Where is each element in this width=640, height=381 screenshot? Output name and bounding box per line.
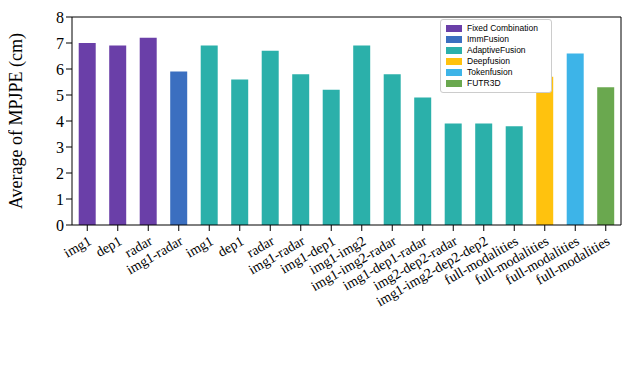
svg-text:img2-dep2-radar: img2-dep2-radar <box>370 233 460 294</box>
svg-text:Average of MPJPE (cm): Average of MPJPE (cm) <box>8 33 27 209</box>
svg-text:img1-img2-radar: img1-img2-radar <box>308 233 399 295</box>
svg-text:img1-dep1: img1-dep1 <box>277 233 338 277</box>
svg-text:dep1: dep1 <box>215 233 246 260</box>
svg-text:4: 4 <box>56 113 64 130</box>
svg-text:6: 6 <box>56 61 64 78</box>
svg-text:full-modalities: full-modalities <box>441 233 521 288</box>
svg-text:img1-radar: img1-radar <box>245 233 308 278</box>
svg-text:img1-dep1-radar: img1-dep1-radar <box>340 233 430 294</box>
svg-text:radar: radar <box>244 233 277 261</box>
svg-text:0: 0 <box>56 217 64 234</box>
html-text:AdaptiveFusion: AdaptiveFusion <box>467 45 526 55</box>
svg-text:5: 5 <box>56 87 64 104</box>
html-text:FUTR3D: FUTR3D <box>467 78 501 88</box>
svg-text:1: 1 <box>56 191 64 208</box>
svg-text:img1: img1 <box>183 233 215 260</box>
svg-text:7: 7 <box>56 35 64 52</box>
html-text:Tokenfusion: Tokenfusion <box>467 67 513 77</box>
svg-text:full-modalities: full-modalities <box>533 233 612 287</box>
svg-text:img1-img2: img1-img2 <box>306 233 369 278</box>
svg-text:img1-img2-dep2-dep2: img1-img2-dep2-dep2 <box>373 233 491 310</box>
svg-text:img1-radar: img1-radar <box>124 233 186 277</box>
svg-text:8: 8 <box>56 9 64 26</box>
svg-text:2: 2 <box>56 165 64 182</box>
html-text:Fixed Combination: Fixed Combination <box>467 23 538 33</box>
html-text:ImmFusion: ImmFusion <box>467 34 509 44</box>
html-text:Deepfusion: Deepfusion <box>467 56 510 66</box>
svg-text:3: 3 <box>56 139 64 156</box>
svg-text:img1: img1 <box>61 233 93 260</box>
svg-text:dep1: dep1 <box>93 233 124 260</box>
